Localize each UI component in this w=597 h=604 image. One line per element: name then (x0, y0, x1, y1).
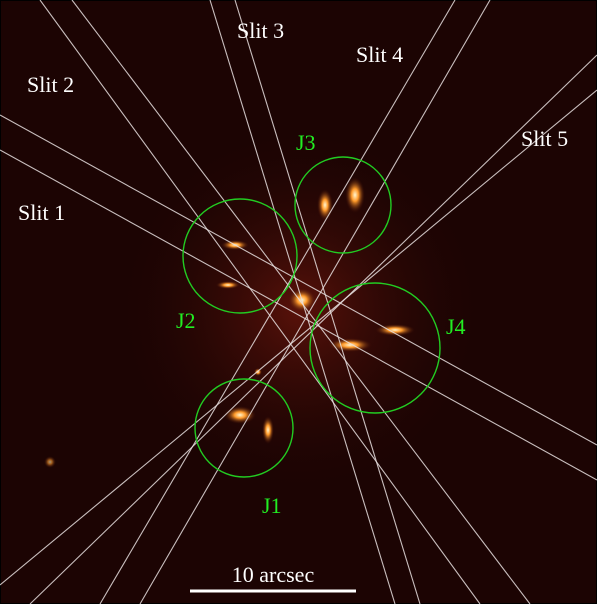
slit-label: Slit 1 (18, 200, 65, 225)
page: {"slits": [{"label": "Slit 1"}, {"label"… (0, 0, 597, 604)
region-label: J3 (296, 130, 316, 155)
slit-label: Slit 4 (356, 42, 403, 67)
region-label: J1 (262, 493, 282, 518)
region-label: J2 (176, 308, 196, 333)
region-label: J4 (446, 314, 466, 339)
scale-bar-label: 10 arcsec (232, 562, 315, 587)
slit-label: Slit 2 (27, 72, 74, 97)
slit-label: Slit 3 (237, 18, 284, 43)
slit-label: Slit 5 (521, 126, 568, 151)
image: Slit 1 Slit 2 Slit 3 Slit 4 Slit 5 J1 J2… (0, 0, 597, 604)
